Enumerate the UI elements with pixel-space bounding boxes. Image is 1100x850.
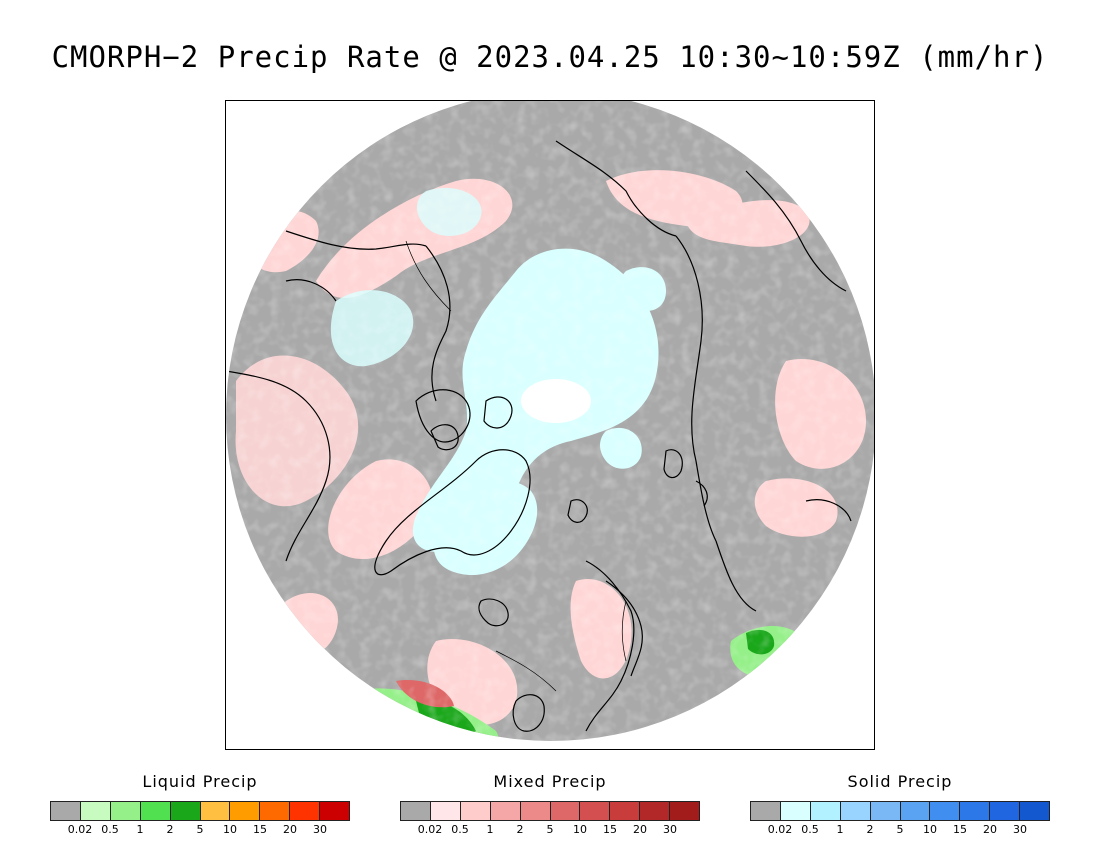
legend-tick-label: 0.5 (101, 823, 119, 836)
legend-swatch (430, 802, 461, 820)
legend-tick-label: 0.5 (451, 823, 469, 836)
legend-swatch (80, 802, 111, 820)
legend-swatch (490, 802, 521, 820)
pixel-speckle (226, 101, 874, 741)
legend-title: Liquid Precip (142, 772, 258, 791)
legend-swatch (840, 802, 871, 820)
legend-swatch (810, 802, 841, 820)
legend-tick-label: 20 (633, 823, 647, 836)
legend-ticks: 0.02 0.5 1 2 5 10 15 20 30 (750, 821, 1050, 836)
legend-tick-label: 5 (196, 823, 204, 836)
legend-tick-label: 1 (836, 823, 844, 836)
legend-swatch (200, 802, 231, 820)
legend-colorbar (750, 801, 1050, 821)
legend-tick-label: 5 (546, 823, 554, 836)
legend-swatch (51, 802, 81, 820)
legend-tick-label: 0.02 (67, 823, 93, 836)
legend-swatch (460, 802, 491, 820)
legend-tick-label: 1 (486, 823, 494, 836)
legend-swatch (960, 802, 991, 820)
legend-tick-label: 30 (663, 823, 677, 836)
legend-swatch (610, 802, 641, 820)
legend-swatch (230, 802, 261, 820)
legend-swatch (140, 802, 171, 820)
legend-tick-label: 2 (866, 823, 874, 836)
legend-swatch (170, 802, 201, 820)
legend-swatch (780, 802, 811, 820)
map-canvas (226, 101, 874, 741)
legend-swatch (260, 802, 291, 820)
legend-swatch (1020, 802, 1050, 820)
legend-tick-label: 10 (573, 823, 587, 836)
legend-liquid: Liquid Precip 0.02 0.5 1 2 5 10 15 20 30 (50, 772, 350, 836)
legend-tick-label: 5 (896, 823, 904, 836)
political-borders (405, 240, 627, 692)
legend-tick-label: 10 (223, 823, 237, 836)
legend-swatch (401, 802, 431, 820)
coastlines (226, 140, 852, 732)
legend-tick-label: 0.02 (767, 823, 793, 836)
legend-swatch (550, 802, 581, 820)
legend-swatch (110, 802, 141, 820)
legend-swatch (670, 802, 700, 820)
legend-solid: Solid Precip 0.02 0.5 1 2 5 10 15 20 30 (750, 772, 1050, 836)
legend-tick-label: 0.5 (801, 823, 819, 836)
legend-tick-label: 20 (983, 823, 997, 836)
legend-swatch (751, 802, 781, 820)
legend-swatch (580, 802, 611, 820)
legend-tick-label: 10 (923, 823, 937, 836)
legend-tick-label: 0.02 (417, 823, 443, 836)
legend-tick-label: 30 (1013, 823, 1027, 836)
legend-tick-label: 1 (136, 823, 144, 836)
legend-mixed: Mixed Precip 0.02 0.5 1 2 5 10 15 20 30 (400, 772, 700, 836)
legend-tick-label: 15 (253, 823, 267, 836)
legend-ticks: 0.02 0.5 1 2 5 10 15 20 30 (400, 821, 700, 836)
legend-colorbar (50, 801, 350, 821)
legend-swatch (290, 802, 321, 820)
legend-title: Mixed Precip (493, 772, 607, 791)
legend-colorbar (400, 801, 700, 821)
legend-title: Solid Precip (847, 772, 953, 791)
legend-tick-label: 15 (603, 823, 617, 836)
legend-swatch (640, 802, 671, 820)
legend-tick-label: 20 (283, 823, 297, 836)
legend-swatch (900, 802, 931, 820)
legend-ticks: 0.02 0.5 1 2 5 10 15 20 30 (50, 821, 350, 836)
legend-tick-label: 15 (953, 823, 967, 836)
legend-tick-label: 30 (313, 823, 327, 836)
chart-title: CMORPH−2 Precip Rate @ 2023.04.25 10:30~… (51, 40, 1049, 74)
legend-swatch (990, 802, 1021, 820)
legend-swatch (520, 802, 551, 820)
legend-tick-label: 2 (516, 823, 524, 836)
legend-tick-label: 2 (166, 823, 174, 836)
legend-swatch (320, 802, 350, 820)
legend-swatch (930, 802, 961, 820)
legend-swatch (870, 802, 901, 820)
polar-map (225, 100, 875, 750)
